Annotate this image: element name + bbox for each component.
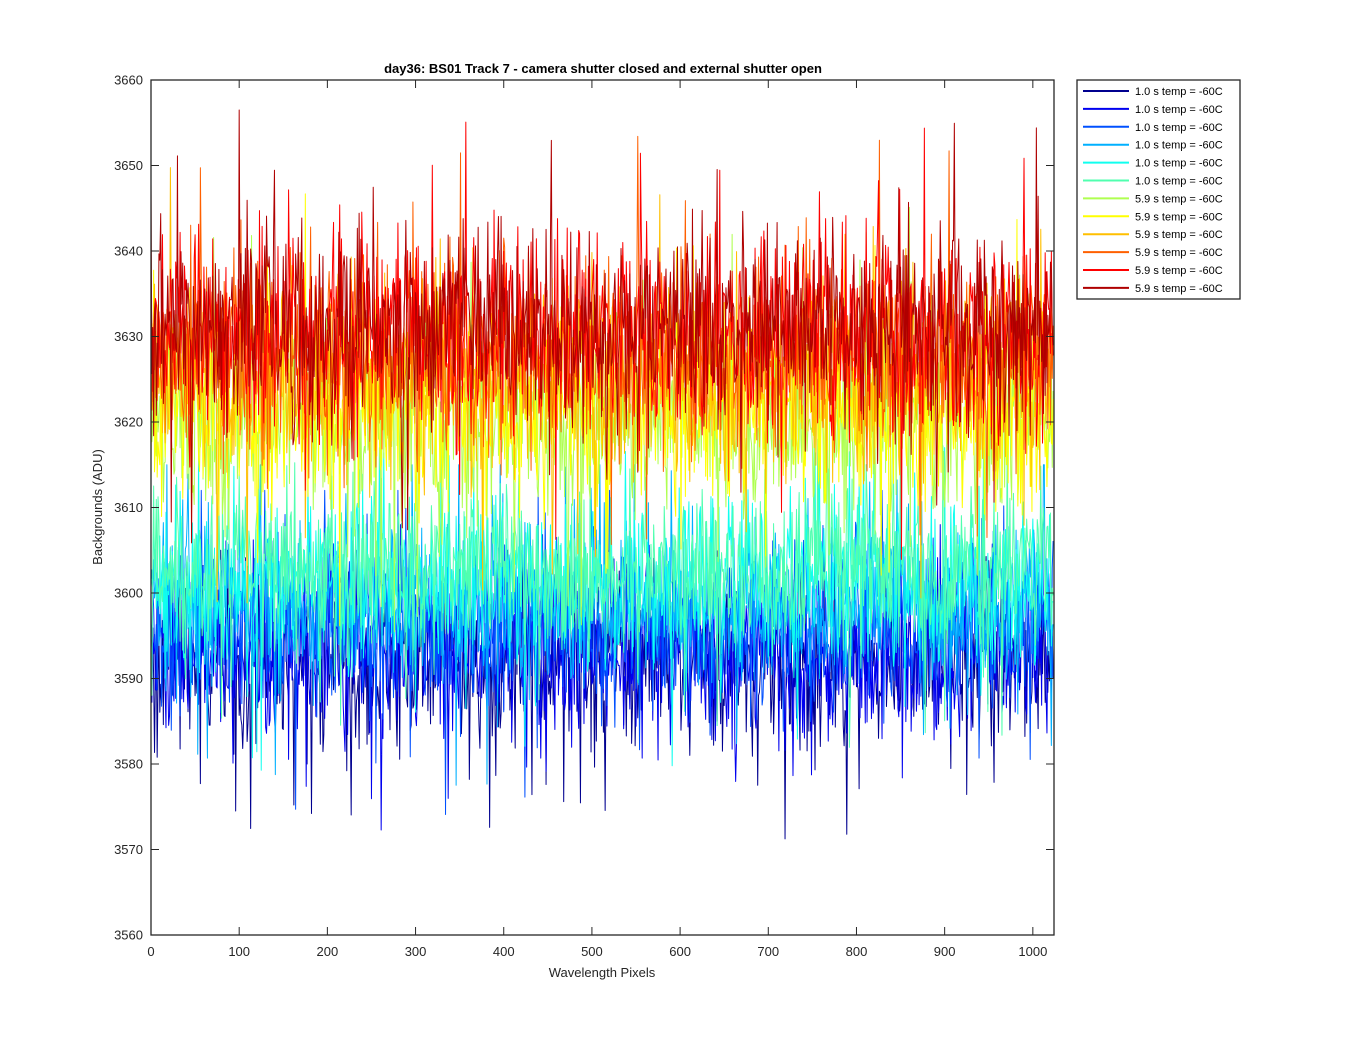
- legend-entry: 5.9 s temp = -60C: [1083, 229, 1223, 241]
- y-tick-label: 3580: [114, 757, 143, 772]
- legend-entry: 1.0 s temp = -60C: [1083, 176, 1223, 188]
- legend-entry: 5.9 s temp = -60C: [1083, 283, 1223, 295]
- ticks-layer: 0 100 200 300 400 500 600 700 800 900 1000 3560 3570…: [114, 73, 1054, 959]
- x-tick-label: 600: [669, 944, 691, 959]
- legend-label: 1.0 s temp = -60C: [1135, 140, 1223, 152]
- legend-label: 1.0 s temp = -60C: [1135, 86, 1223, 98]
- y-tick-label: 3640: [114, 244, 143, 259]
- series-layer: [151, 109, 1054, 840]
- series-line-11: [151, 121, 1054, 560]
- y-tick-label: 3570: [114, 842, 143, 857]
- legend-entry: 1.0 s temp = -60C: [1083, 140, 1223, 152]
- x-tick-label: 1000: [1018, 944, 1047, 959]
- x-axis-label: Wavelength Pixels: [549, 965, 656, 980]
- x-tick-label: 400: [493, 944, 515, 959]
- y-axis-label: Backgrounds (ADU): [90, 449, 105, 565]
- y-tick-label: 3630: [114, 329, 143, 344]
- legend-label: 5.9 s temp = -60C: [1135, 229, 1223, 241]
- x-tick-label: 0: [147, 944, 154, 959]
- legend-entries: 1.0 s temp = -60C 1.0 s temp = -60C 1.0 s …: [1083, 86, 1223, 295]
- y-tick-label: 3610: [114, 500, 143, 515]
- x-tick-label: 700: [757, 944, 779, 959]
- legend: 1.0 s temp = -60C 1.0 s temp = -60C 1.0 s …: [1076, 79, 1241, 300]
- legend-entry: 5.9 s temp = -60C: [1083, 211, 1223, 223]
- chart-title: day36: BS01 Track 7 - camera shutter clo…: [384, 61, 822, 76]
- x-tick-label: 300: [405, 944, 427, 959]
- legend-box: [1076, 79, 1241, 300]
- legend-label: 1.0 s temp = -60C: [1135, 176, 1223, 188]
- x-tick-label: 800: [846, 944, 868, 959]
- legend-label: 5.9 s temp = -60C: [1135, 283, 1223, 295]
- y-tick-label: 3560: [114, 928, 143, 943]
- x-tick-label: 500: [581, 944, 603, 959]
- legend-entry: 1.0 s temp = -60C: [1083, 86, 1223, 98]
- legend-entry: 5.9 s temp = -60C: [1083, 193, 1223, 205]
- legend-entry: 5.9 s temp = -60C: [1083, 247, 1223, 259]
- y-tick-label: 3660: [114, 73, 143, 88]
- legend-label: 5.9 s temp = -60C: [1135, 193, 1223, 205]
- legend-entry: 1.0 s temp = -60C: [1083, 158, 1223, 170]
- legend-entry: 5.9 s temp = -60C: [1083, 265, 1223, 277]
- legend-entry: 1.0 s temp = -60C: [1083, 104, 1223, 116]
- legend-label: 5.9 s temp = -60C: [1135, 265, 1223, 277]
- x-tick-label: 100: [228, 944, 250, 959]
- x-tick-label: 200: [317, 944, 339, 959]
- x-tick-label: 900: [934, 944, 956, 959]
- y-tick-label: 3600: [114, 586, 143, 601]
- y-tick-label: 3620: [114, 415, 143, 430]
- legend-label: 5.9 s temp = -60C: [1135, 247, 1223, 259]
- legend-label: 1.0 s temp = -60C: [1135, 104, 1223, 116]
- legend-entry: 1.0 s temp = -60C: [1083, 122, 1223, 134]
- legend-label: 5.9 s temp = -60C: [1135, 211, 1223, 223]
- y-tick-label: 3590: [114, 671, 143, 686]
- series-line-6: [151, 438, 1054, 748]
- legend-label: 1.0 s temp = -60C: [1135, 122, 1223, 134]
- legend-label: 1.0 s temp = -60C: [1135, 158, 1223, 170]
- y-tick-label: 3650: [114, 158, 143, 173]
- series-line-12: [151, 109, 1054, 544]
- plot-area: 0 100 200 300 400 500 600 700 800 900 1000 3560 3570…: [114, 73, 1055, 959]
